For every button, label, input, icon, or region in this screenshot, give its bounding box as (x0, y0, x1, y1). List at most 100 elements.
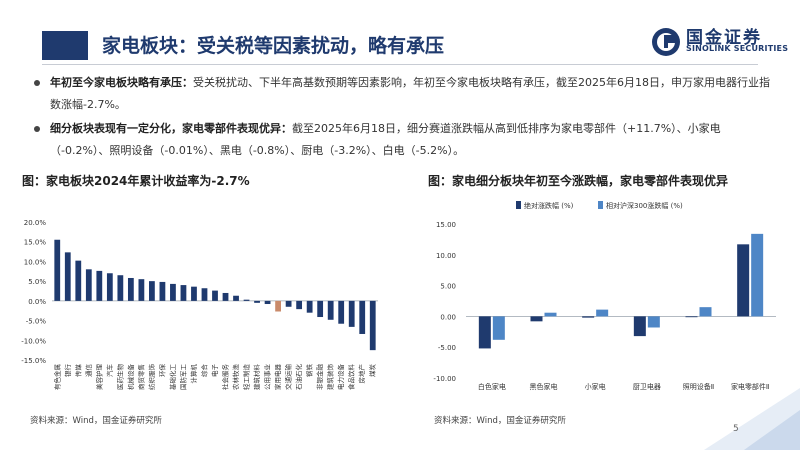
bar (191, 286, 197, 301)
x-tick-label: 建筑装饰 (326, 364, 335, 391)
right-chart-title: 图：家电细分板块年初至今涨跌幅，家电零部件表现优异 (428, 174, 729, 188)
y-tick-label: 0.0% (28, 298, 46, 306)
bar-absolute (478, 316, 491, 349)
bar (117, 275, 124, 301)
y-tick-label: -5.00 (438, 344, 456, 352)
bullet-item: 年初至今家电板块略有承压：受关税扰动、下半年高基数预期等因素影响，年初至今家电板… (34, 72, 774, 116)
left-chart-source: 资料来源：Wind，国金证券研究所 (30, 416, 162, 426)
right-chart-source: 资料来源：Wind，国金证券研究所 (434, 416, 566, 426)
bar-relative (596, 309, 609, 317)
bar (233, 295, 239, 301)
bar (212, 290, 218, 301)
bar-absolute (633, 316, 646, 337)
x-tick-label: 传媒 (73, 364, 82, 378)
bar (75, 260, 82, 301)
bar (96, 270, 103, 301)
x-tick-label: 计算机 (189, 364, 198, 384)
x-tick-label: 小家电 (585, 382, 606, 391)
bar-absolute (685, 316, 698, 318)
bar (149, 281, 155, 301)
y-tick-label: -15.0% (21, 357, 46, 365)
legend-swatch (598, 201, 603, 209)
bar (222, 292, 229, 301)
x-tick-label: 非银金融 (315, 364, 324, 391)
bullet-lead: 年初至今家电板块略有承压： (50, 76, 193, 89)
bar (201, 288, 208, 301)
legend-label: 相对沪深300涨跌幅 (%) (606, 201, 683, 210)
x-tick-label: 家电零部件Ⅱ (731, 382, 769, 391)
bar (306, 300, 313, 313)
bar (243, 299, 250, 301)
x-tick-label: 美容护理 (94, 364, 103, 391)
x-tick-label: 基础化工 (168, 364, 177, 391)
bar (359, 300, 366, 334)
bar (54, 239, 61, 301)
x-tick-label: 国防军工 (178, 364, 187, 391)
x-tick-label: 综合 (199, 364, 208, 378)
bar-absolute (530, 316, 543, 322)
x-tick-label: 煤炭 (368, 364, 377, 378)
bar (159, 281, 166, 301)
bar (369, 300, 376, 351)
corner-decoration (704, 388, 800, 450)
header-divider (42, 64, 758, 65)
x-tick-label: 机械设备 (126, 364, 135, 391)
x-tick-label: 商贸零售 (136, 364, 145, 390)
x-tick-label: 电子 (210, 364, 219, 378)
bar-absolute (737, 244, 750, 317)
y-tick-label: -10.0% (21, 337, 46, 345)
bar (285, 300, 292, 307)
x-tick-label: 厨卫电器 (633, 382, 661, 391)
x-tick-label: 银行 (63, 364, 72, 378)
x-tick-label: 黑色家电 (530, 382, 558, 391)
company-logo-name: 国金证券 (686, 28, 762, 48)
bullet-paragraph: 年初至今家电板块略有承压：受关税扰动、下半年高基数预期等因素影响，年初至今家电板… (50, 72, 774, 116)
bar (264, 300, 271, 305)
left-chart-title: 图：家电板块2024年累计收益率为-2.7% (22, 174, 250, 188)
x-tick-label: 交通运输 (284, 364, 293, 391)
bar-relative (492, 316, 505, 340)
x-tick-label: 公用事业 (263, 364, 272, 391)
bullet-lead: 细分板块表现有一定分化，家电零部件表现优异： (50, 122, 292, 135)
bar (138, 279, 145, 301)
x-tick-label: 建筑材料 (252, 364, 261, 391)
bullet-item: 细分板块表现有一定分化，家电零部件表现优异：截至2025年6月18日，细分赛道涨… (34, 118, 774, 162)
y-tick-label: 15.00 (436, 221, 456, 229)
bar (348, 300, 355, 327)
y-tick-label: -10.00 (433, 375, 456, 383)
bullet-dot-icon (34, 80, 40, 86)
bar (338, 300, 345, 324)
bar-relative (647, 316, 660, 328)
bar (296, 300, 303, 310)
bar-absolute (582, 316, 595, 318)
page-number: 5 (733, 424, 739, 434)
bullet-body: 截至2025年6月18日，细分赛道涨跌幅从高到低排序为家电零部件（+11.7%）… (50, 122, 721, 157)
y-tick-label: 10.00 (436, 252, 456, 260)
bullet-dot-icon (34, 126, 40, 132)
bar (106, 273, 113, 301)
x-tick-label: 石油石化 (294, 364, 303, 391)
x-tick-label: 通信 (84, 364, 93, 378)
bar (254, 300, 260, 303)
x-tick-label: 轻工制造 (242, 364, 251, 391)
title-accent-bar (42, 31, 88, 60)
bar (64, 252, 71, 301)
bar (85, 269, 92, 301)
bar (170, 283, 176, 301)
company-logo-english: SINOLINK SECURITIES (686, 44, 789, 53)
x-tick-label: 社会服务 (221, 364, 230, 391)
bar-relative (751, 233, 764, 317)
y-tick-label: 5.00 (440, 283, 456, 291)
x-tick-label: 钢铁 (305, 364, 314, 378)
x-tick-label: 电力设备 (336, 364, 345, 391)
bar (317, 300, 324, 318)
bullet-body: 受关税扰动、下半年高基数预期等因素影响，年初至今家电板块略有承压，截至2025年… (50, 76, 770, 111)
page-title: 家电板块：受关税等因素扰动，略有承压 (102, 35, 445, 57)
bar (127, 277, 134, 301)
x-tick-label: 照明设备Ⅱ (683, 382, 714, 391)
y-tick-label: 20.0% (24, 219, 47, 227)
bullet-paragraph: 细分板块表现有一定分化，家电零部件表现优异：截至2025年6月18日，细分赛道涨… (50, 118, 774, 162)
x-tick-label: 汽车 (105, 364, 114, 378)
bar (180, 285, 187, 301)
y-tick-label: 0.00 (440, 313, 456, 321)
